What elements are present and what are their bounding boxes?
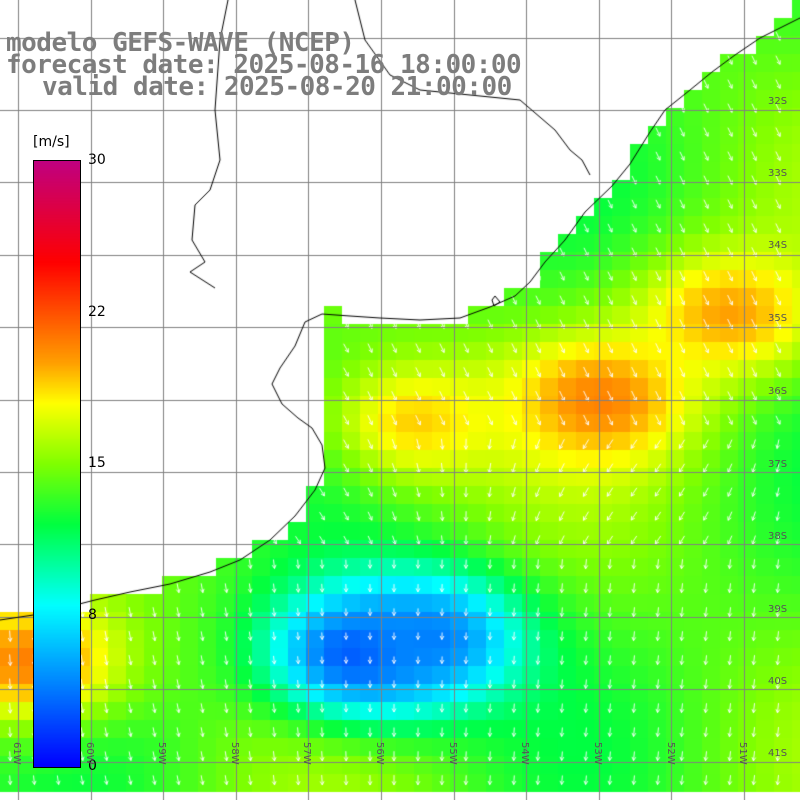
forecast-date: forecast date: 2025-08-16 18:00:00 [6, 50, 522, 80]
lon-label: 59W [156, 742, 167, 765]
lat-label: 39S [768, 604, 788, 615]
lat-label: 36S [768, 386, 788, 397]
colorbar-tick: 22 [88, 304, 106, 320]
lat-label: 33S [768, 168, 788, 179]
colorbar-gradient [34, 161, 80, 767]
lon-label: 54W [519, 742, 530, 765]
lat-label: 37S [768, 459, 788, 470]
valid-date: valid date: 2025-08-20 21:00:00 [42, 72, 512, 102]
lat-label: 35S [768, 313, 788, 324]
colorbar [33, 160, 81, 768]
lon-label: 57W [301, 742, 312, 765]
lon-label: 51W [737, 742, 748, 765]
lon-label: 52W [665, 742, 676, 765]
lat-label: 38S [768, 531, 788, 542]
lat-label: 40S [768, 676, 788, 687]
colorbar-tick: 15 [88, 455, 106, 471]
model-title: modelo GEFS-WAVE (NCEP) [6, 28, 355, 58]
lat-label: 41S [768, 748, 788, 759]
lon-label: 58W [229, 742, 240, 765]
colorbar-tick: 30 [88, 152, 106, 168]
lat-label: 32S [768, 96, 788, 107]
colorbar-unit: [m/s] [33, 134, 70, 150]
lat-label: 34S [768, 240, 788, 251]
lon-label: 55W [447, 742, 458, 765]
lon-label: 60W [84, 742, 95, 765]
colorbar-tick: 0 [88, 758, 97, 774]
lon-label: 61W [11, 742, 22, 765]
lon-label: 53W [592, 742, 603, 765]
colorbar-tick: 8 [88, 607, 97, 623]
lon-label: 56W [374, 742, 385, 765]
